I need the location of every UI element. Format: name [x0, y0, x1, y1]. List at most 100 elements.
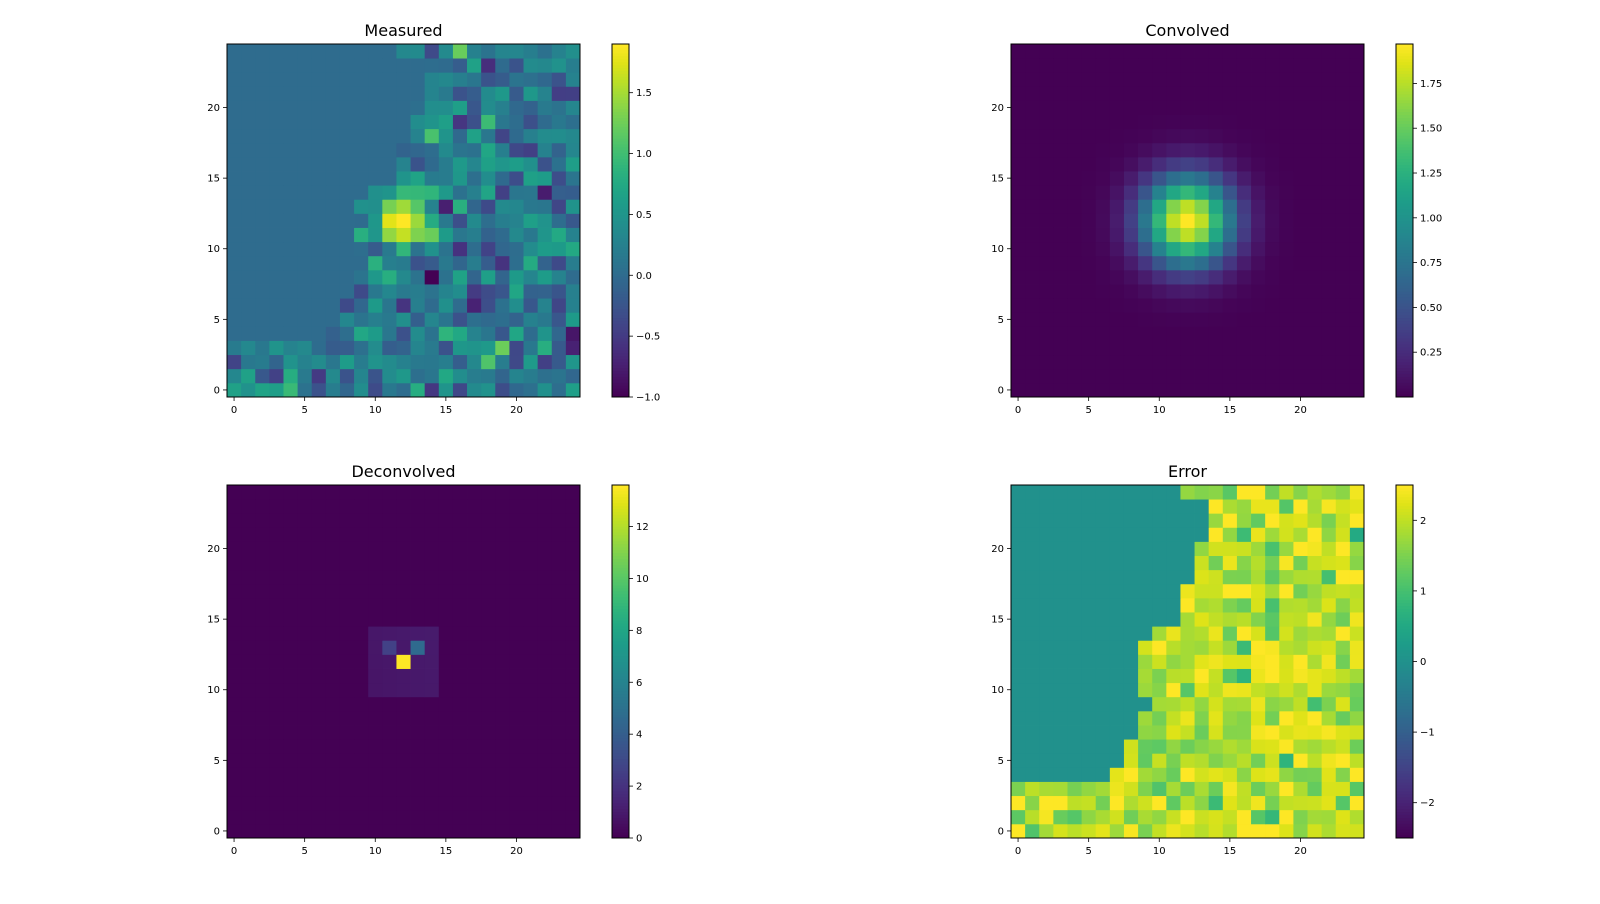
heatmap-cell	[452, 227, 468, 243]
heatmap-cell	[1123, 682, 1139, 698]
heatmap-cell	[467, 298, 482, 313]
heatmap-cell	[1349, 72, 1365, 87]
heatmap-cell	[467, 710, 482, 726]
heatmap-cell	[368, 795, 383, 811]
colorbar-segment	[612, 391, 629, 395]
heatmap-cell	[269, 227, 284, 243]
x-tick-label: 0	[1015, 846, 1021, 857]
heatmap-cell	[1307, 725, 1323, 740]
heatmap-cell	[1138, 795, 1153, 811]
heatmap-cell	[1152, 382, 1167, 398]
heatmap-cell	[1152, 654, 1167, 669]
heatmap-cell	[537, 156, 553, 172]
heatmap-cell	[509, 767, 524, 782]
heatmap-cell	[551, 541, 567, 556]
heatmap-cell	[1321, 612, 1337, 627]
heatmap-cell	[297, 513, 313, 528]
heatmap-cell	[1279, 72, 1294, 87]
heatmap-cell	[481, 227, 496, 243]
heatmap-cell	[1067, 668, 1082, 684]
heatmap-cell	[481, 86, 496, 101]
heatmap-cell	[410, 541, 426, 556]
heatmap-cell	[396, 185, 411, 200]
heatmap-cell	[269, 725, 284, 740]
heatmap-cell	[241, 213, 256, 228]
heatmap-cell	[269, 171, 284, 186]
heatmap-cell	[1053, 597, 1068, 613]
heatmap-cell	[1123, 541, 1139, 556]
heatmap-cell	[452, 171, 468, 186]
colorbar-segment	[1396, 188, 1413, 192]
heatmap-cell	[551, 298, 567, 313]
heatmap-cell	[1321, 44, 1337, 59]
heatmap-cell	[1166, 340, 1181, 356]
colorbar-segment	[1396, 226, 1413, 230]
heatmap-cell	[1166, 513, 1181, 528]
heatmap-cell	[1321, 626, 1337, 641]
heatmap-cell	[537, 269, 553, 285]
heatmap-cell	[1109, 555, 1125, 571]
heatmap-cell	[283, 171, 298, 186]
heatmap-cell	[523, 326, 539, 341]
y-tick-label: 5	[998, 315, 1004, 326]
heatmap-cell	[241, 626, 256, 641]
heatmap-cell	[325, 58, 341, 73]
heatmap-cell	[1067, 809, 1082, 825]
heatmap-cell	[1321, 781, 1337, 797]
colorbar-segment	[1396, 693, 1413, 698]
heatmap-cell	[438, 128, 454, 144]
heatmap-cell	[311, 368, 327, 384]
heatmap-cell	[1236, 739, 1252, 754]
heatmap-cell	[339, 513, 355, 528]
heatmap-cell	[467, 128, 482, 144]
heatmap-cell	[1293, 499, 1308, 514]
heatmap-cell	[227, 185, 242, 200]
colorbar-segment	[612, 264, 629, 269]
colorbar-segment	[1396, 344, 1413, 348]
heatmap-cell	[1251, 269, 1266, 285]
heatmap-cell	[1152, 368, 1167, 384]
heatmap-cell	[424, 185, 440, 200]
heatmap-cell	[1279, 668, 1294, 684]
heatmap-cell	[537, 640, 553, 655]
heatmap-cell	[354, 86, 369, 101]
heatmap-cell	[297, 626, 313, 641]
heatmap-cell	[537, 823, 553, 839]
colorbar-segment	[1396, 535, 1413, 539]
heatmap-cells	[1011, 44, 1365, 398]
heatmap-cell	[1222, 368, 1238, 384]
heatmap-cell	[297, 58, 313, 73]
heatmap-cell	[1011, 44, 1026, 59]
heatmap-cell	[438, 668, 454, 684]
heatmap-cell	[1279, 640, 1294, 655]
heatmap-cell	[368, 710, 383, 726]
heatmap-cell	[269, 569, 284, 585]
heatmap-cell	[311, 298, 327, 313]
colorbar-tick-label: 0.0	[636, 271, 652, 282]
heatmap-cell	[1011, 555, 1026, 571]
heatmap-cell	[1279, 241, 1294, 257]
heatmap-cell	[1236, 569, 1252, 585]
heatmap-cell	[325, 753, 341, 768]
heatmap-cell	[368, 583, 383, 599]
heatmap-cell	[1123, 583, 1139, 599]
colorbar-segment	[1396, 108, 1413, 113]
heatmap-cell	[339, 739, 355, 754]
colorbar-segment	[612, 487, 629, 492]
heatmap-cell	[297, 823, 313, 839]
heatmap-cell	[241, 555, 256, 571]
colorbar-segment	[612, 582, 629, 586]
colorbar-segment	[612, 546, 629, 551]
heatmap-cell	[1152, 72, 1167, 87]
heatmap-cell	[1279, 569, 1294, 585]
heatmap-cell	[1152, 114, 1167, 130]
heatmap-cell	[1025, 72, 1040, 87]
heatmap-cell	[1222, 499, 1238, 514]
heatmap-cell	[227, 199, 242, 214]
heatmap-cell	[410, 255, 426, 271]
heatmap-cell	[1095, 583, 1111, 599]
heatmap-cell	[509, 156, 524, 172]
colorbar-segment	[612, 655, 629, 660]
axes-frame	[226, 484, 581, 839]
heatmap-cell	[1265, 569, 1280, 585]
